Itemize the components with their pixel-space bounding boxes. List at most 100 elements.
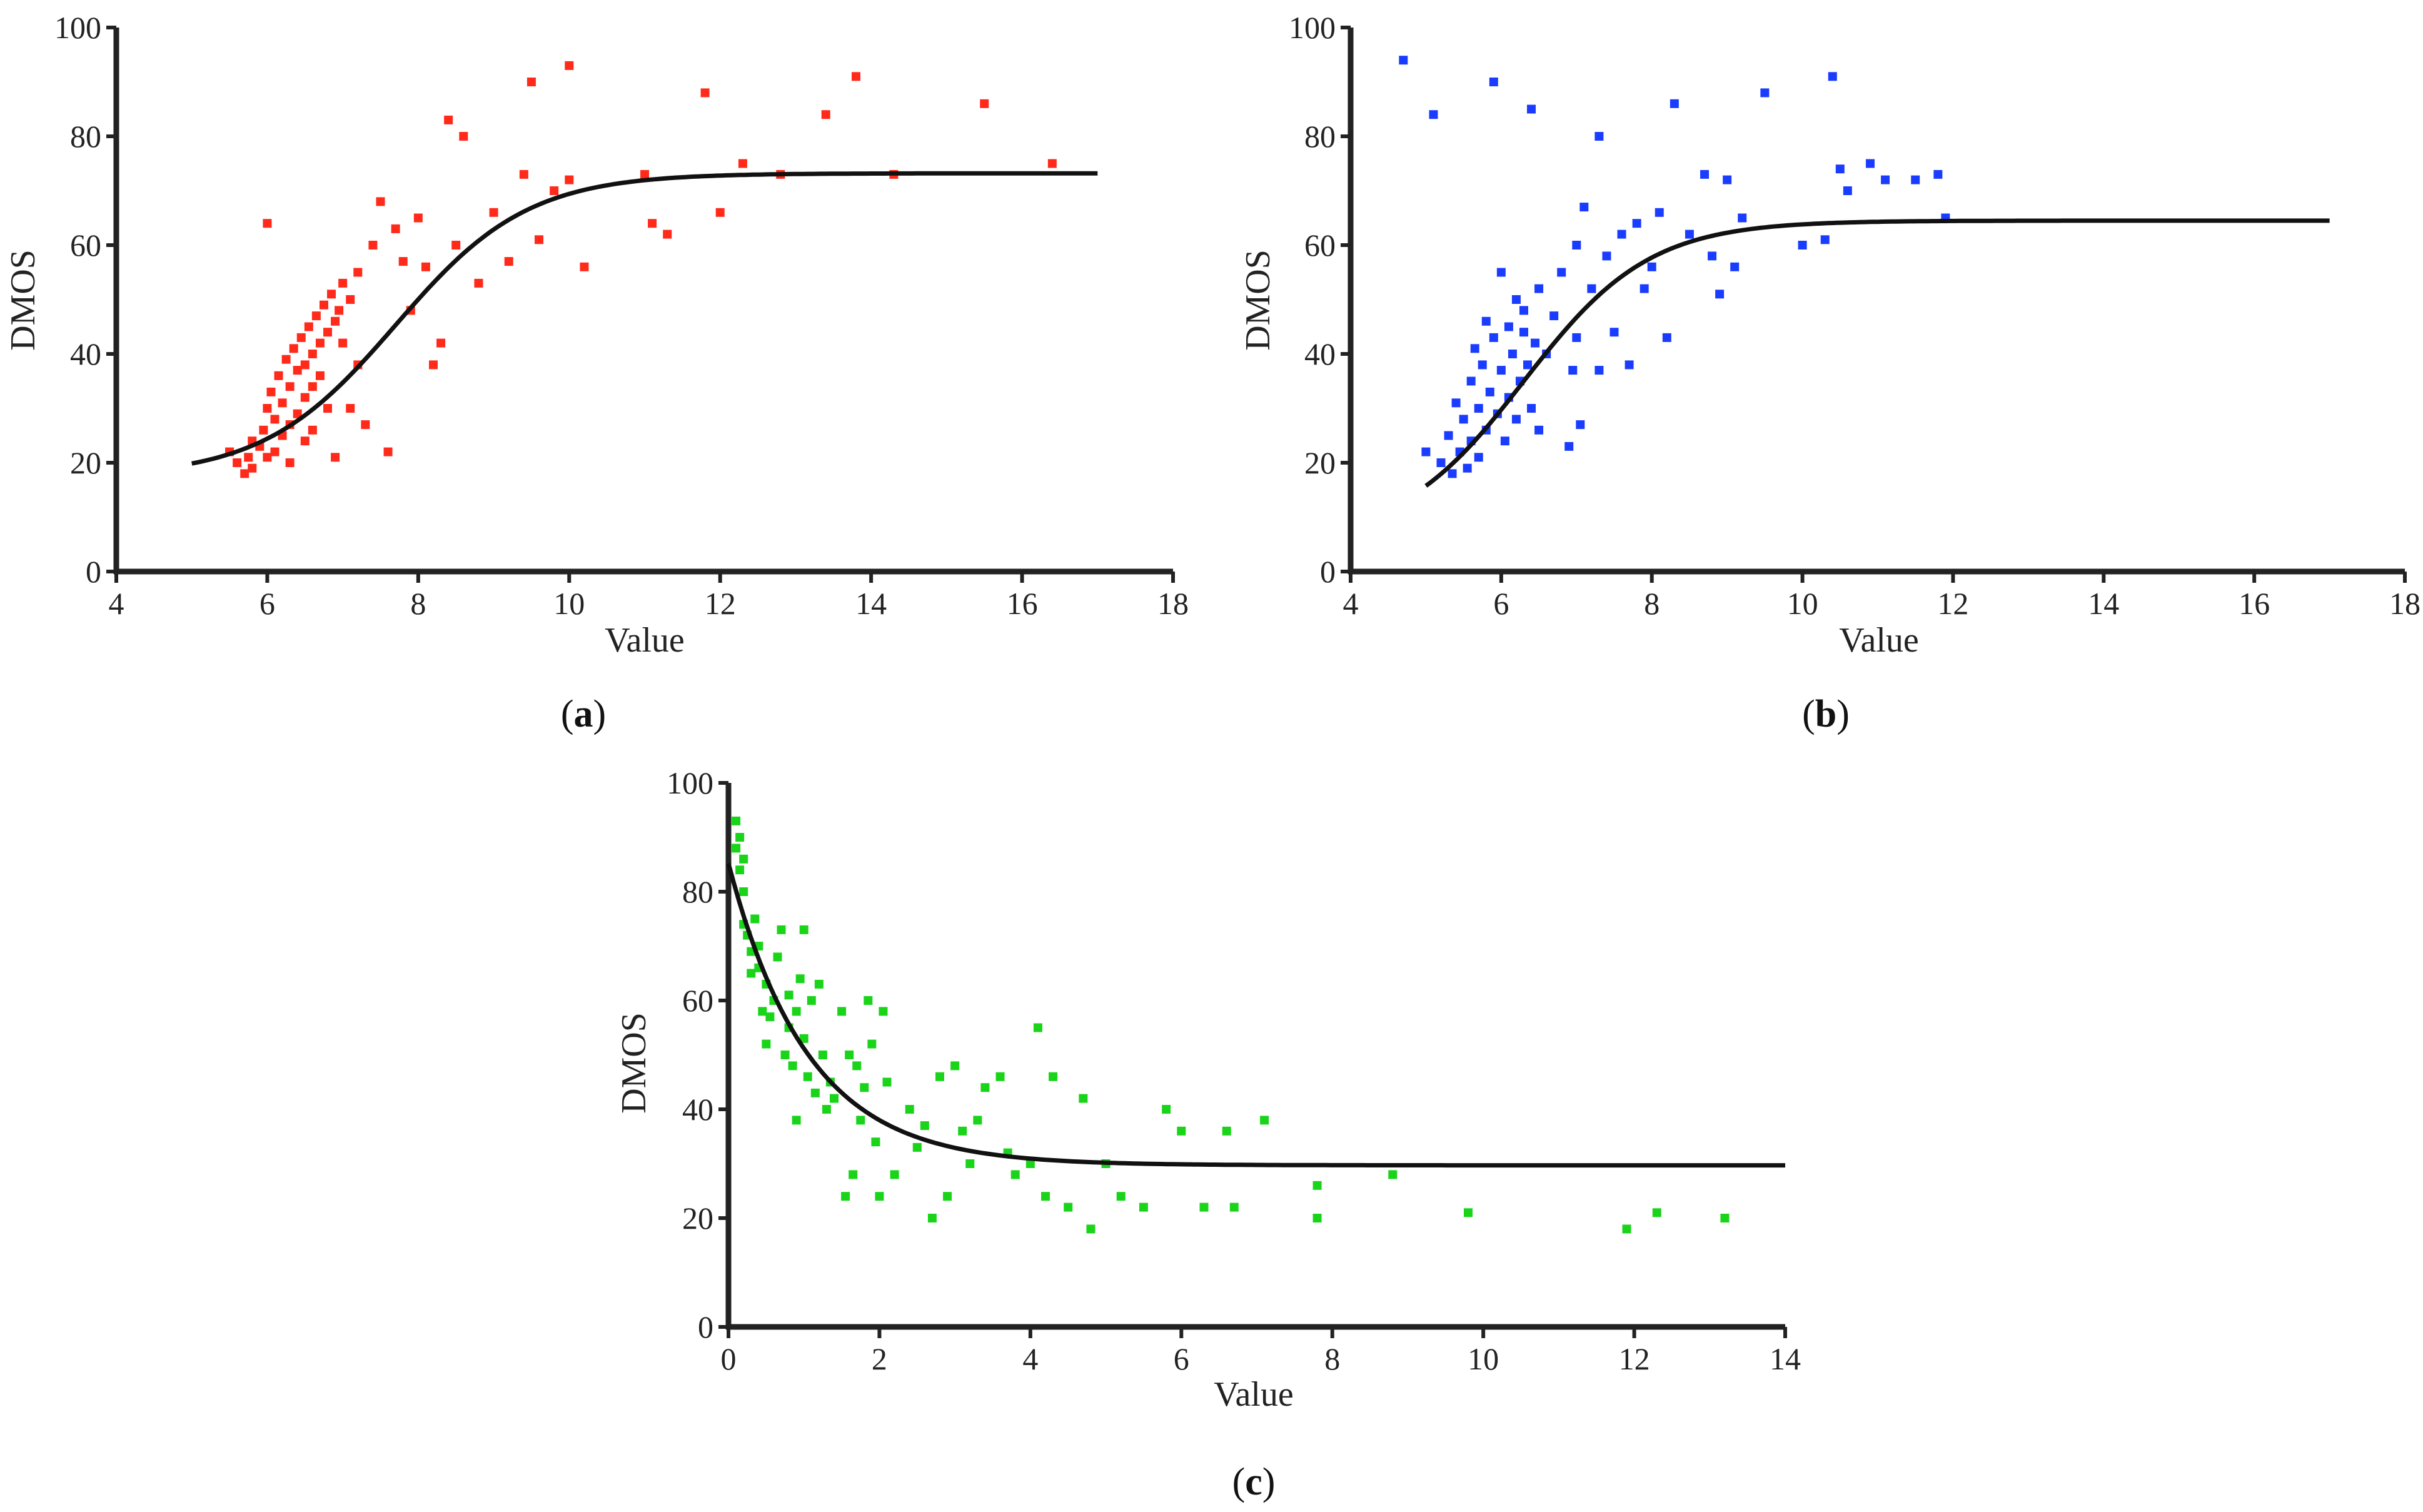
panel-a-x-tick-label: 8 xyxy=(410,586,426,621)
panel-b-data-point xyxy=(1865,159,1875,168)
panel-a-data-point xyxy=(300,436,310,446)
panel-c-data-point xyxy=(875,1192,884,1201)
panel-a-data-point xyxy=(436,338,446,348)
panel-b-data-point xyxy=(1760,88,1770,98)
panel-c-y-tick-label: 100 xyxy=(667,765,713,800)
panel-a: 4 6 8 10 12 14 16 18 0 20 40 60 80 100 Value DMOS (a) xyxy=(4,10,1189,735)
panel-b-x-tick-label: 16 xyxy=(2239,586,2270,621)
panel-c: 0 2 4 6 8 10 12 14 0 20 40 60 80 100 Value DMOS (c) xyxy=(615,765,1801,1503)
panel-b-data-point xyxy=(1587,284,1596,293)
panel-a-data-point xyxy=(519,169,528,179)
panel-a-data-point xyxy=(338,338,348,348)
panel-a-data-point xyxy=(240,469,249,478)
panel-a-data-point xyxy=(474,278,483,288)
panel-b-data-point xyxy=(1647,262,1656,271)
panel-a-data-point xyxy=(296,333,306,342)
panel-b: 4 6 8 10 12 14 16 18 0 20 40 60 80 100 Value DMOS (b) xyxy=(1239,10,2420,735)
panel-a-data-point xyxy=(504,257,513,266)
panel-c-data-point xyxy=(1312,1181,1322,1190)
panel-a-x-tick-label: 18 xyxy=(1157,586,1189,621)
panel-a-data-point xyxy=(700,88,710,98)
panel-a-data-point xyxy=(738,159,747,168)
panel-a-data-point xyxy=(285,382,295,391)
panel-c-data-point xyxy=(830,1094,839,1103)
panel-a-y-tick-label: 0 xyxy=(86,554,101,589)
panel-b-data-point xyxy=(1436,458,1446,467)
panel-b-data-point xyxy=(1723,175,1732,184)
panel-b-y-axis-title: DMOS xyxy=(1239,249,1277,351)
panel-b-data-point xyxy=(1508,350,1517,358)
panel-c-data-point xyxy=(780,1051,790,1059)
panel-b-data-point xyxy=(1700,169,1710,179)
panel-a-data-point xyxy=(565,61,574,70)
panel-b-data-point xyxy=(1670,99,1679,108)
panel-a-data-point xyxy=(444,115,453,124)
panel-c-data-point xyxy=(814,979,824,989)
panel-c-x-tick-label: 8 xyxy=(1324,1341,1340,1376)
panel-a-data-point xyxy=(368,241,378,249)
panel-a-data-point xyxy=(335,306,344,315)
panel-b-data-point xyxy=(1579,203,1589,212)
panel-b-x-tick-label: 12 xyxy=(1937,586,1968,621)
panel-c-data-point xyxy=(799,1034,809,1043)
panel-b-fit-curve xyxy=(1424,218,2330,488)
panel-c-data-point xyxy=(758,1007,767,1016)
panel-c-x-tick-label: 12 xyxy=(1619,1341,1650,1376)
panel-b-data-point xyxy=(1459,415,1468,424)
panel-c-data-point xyxy=(762,1039,771,1049)
panel-c-data-point xyxy=(980,1083,990,1092)
panel-a-data-point xyxy=(315,371,325,380)
panel-b-data-point xyxy=(1820,235,1830,244)
panel-c-data-point xyxy=(1010,1170,1020,1179)
panel-b-data-point xyxy=(1594,366,1604,375)
panel-c-x-tick-label: 2 xyxy=(872,1341,887,1376)
panel-a-data-point xyxy=(391,224,400,233)
panel-b-data-point xyxy=(1572,241,1581,249)
panel-c-data-point xyxy=(792,1007,801,1016)
panel-c-data-point xyxy=(1041,1192,1050,1201)
panel-c-data-point xyxy=(1177,1126,1186,1136)
panel-a-x-tick-label: 4 xyxy=(109,586,124,621)
panel-b-data-point xyxy=(1835,164,1845,174)
panel-b-y-tick-label: 60 xyxy=(1304,228,1336,263)
panel-c-data-point xyxy=(950,1061,960,1071)
panel-c-label: (c) xyxy=(1232,1461,1276,1503)
panel-c-data-point xyxy=(822,1105,831,1114)
panel-b-x-tick-label: 4 xyxy=(1343,586,1359,621)
panel-a-data-point xyxy=(248,463,257,473)
panel-a-data-point xyxy=(526,78,536,86)
panel-b-data-point xyxy=(1655,208,1664,217)
panel-a-data-point xyxy=(852,72,860,81)
panel-a-x-axis-title: Value xyxy=(605,621,685,660)
panel-a-x-tick-label: 16 xyxy=(1007,586,1038,621)
panel-c-x-tick-label: 14 xyxy=(1770,1341,1801,1376)
panel-c-data-point xyxy=(841,1192,850,1201)
panel-c-data-point xyxy=(973,1116,982,1125)
panel-a-data-point xyxy=(1047,159,1057,168)
panel-a-data-point xyxy=(346,404,355,413)
panel-c-data-point xyxy=(1033,1023,1042,1032)
panel-b-data-point xyxy=(1523,360,1533,370)
panel-a-y-tick-label: 80 xyxy=(70,119,101,154)
panel-c-data-point xyxy=(1086,1224,1096,1234)
panel-c-x-tick-label: 10 xyxy=(1468,1341,1499,1376)
panel-a-data-point xyxy=(304,322,313,331)
panel-a-data-point xyxy=(300,360,310,370)
panel-a-data-point xyxy=(281,355,291,364)
panel-c-x-axis-title: Value xyxy=(1214,1375,1294,1414)
panel-c-data-point xyxy=(818,1051,827,1059)
panel-b-data-point xyxy=(1481,316,1491,326)
panel-a-data-point xyxy=(565,175,574,184)
panel-b-data-point xyxy=(1448,469,1457,478)
panel-a-data-point xyxy=(233,458,242,467)
panel-c-data-point xyxy=(837,1007,847,1016)
panel-c-data-point xyxy=(784,990,793,1000)
panel-a-label: (a) xyxy=(561,693,606,735)
panel-b-data-point xyxy=(1738,213,1747,223)
panel-a-data-point xyxy=(338,278,348,288)
panel-c-data-point xyxy=(879,1007,888,1016)
panel-b-data-point xyxy=(1572,333,1581,342)
panel-b-data-point xyxy=(1466,376,1476,386)
panel-c-data-point xyxy=(852,1061,862,1071)
panel-b-data-point xyxy=(1557,268,1566,277)
